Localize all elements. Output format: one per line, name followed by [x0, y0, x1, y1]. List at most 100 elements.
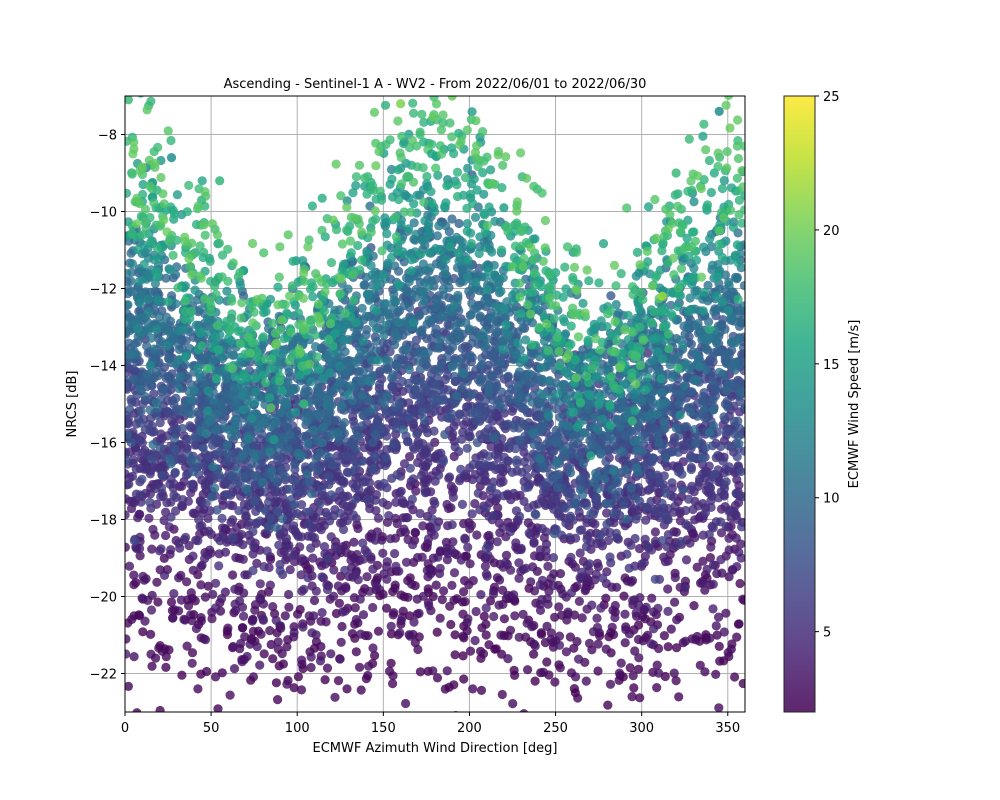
data-point	[234, 506, 244, 516]
data-point	[670, 572, 680, 583]
data-point	[156, 492, 166, 502]
data-point	[607, 622, 617, 632]
data-point	[303, 573, 313, 583]
data-point	[681, 422, 692, 432]
data-point	[552, 482, 563, 492]
data-point	[306, 662, 316, 673]
data-point	[721, 427, 732, 437]
data-point	[138, 627, 148, 637]
data-point	[179, 614, 189, 625]
data-point	[304, 477, 314, 487]
data-point	[714, 612, 724, 622]
data-point	[166, 459, 176, 469]
data-point	[527, 397, 537, 407]
data-point	[314, 448, 325, 458]
data-point	[730, 500, 741, 511]
data-point	[724, 507, 734, 517]
data-point	[538, 667, 549, 678]
data-point	[723, 402, 733, 412]
data-point	[433, 552, 443, 562]
data-point	[169, 399, 179, 409]
data-point	[671, 423, 681, 433]
data-point	[454, 446, 464, 457]
data-point	[526, 577, 536, 587]
data-point	[514, 381, 524, 391]
data-point	[714, 703, 724, 712]
data-point	[386, 629, 397, 639]
data-point	[550, 677, 560, 687]
data-point	[447, 520, 457, 530]
data-point	[293, 609, 303, 619]
data-point	[147, 544, 157, 554]
data-point	[535, 580, 545, 590]
data-point	[442, 499, 452, 510]
data-point	[710, 385, 721, 395]
data-point	[631, 493, 641, 503]
data-point	[693, 481, 704, 491]
data-point	[524, 528, 534, 538]
data-point	[368, 464, 378, 474]
data-point	[455, 476, 465, 486]
data-point	[652, 660, 662, 670]
data-point	[570, 562, 581, 572]
data-point	[416, 470, 427, 481]
data-point	[554, 640, 565, 650]
data-point	[647, 470, 657, 480]
data-point	[491, 644, 501, 654]
data-point	[630, 646, 640, 656]
data-point	[458, 631, 468, 641]
data-point	[217, 668, 227, 678]
data-point	[592, 613, 602, 623]
data-point	[152, 577, 162, 587]
data-point	[538, 421, 548, 431]
data-point	[187, 658, 197, 668]
data-point	[475, 311, 485, 321]
data-point	[191, 623, 201, 634]
data-point	[626, 483, 637, 493]
data-point	[289, 627, 299, 638]
data-point	[280, 611, 290, 621]
data-point	[457, 499, 467, 509]
data-point	[483, 381, 494, 391]
data-point	[191, 456, 201, 466]
data-point	[424, 601, 434, 611]
data-point	[521, 563, 531, 573]
data-point	[645, 484, 655, 494]
data-point	[273, 644, 283, 654]
data-point	[174, 538, 184, 548]
data-point	[447, 580, 457, 591]
data-point	[335, 654, 345, 664]
data-point	[408, 474, 418, 484]
data-point	[326, 490, 336, 500]
data-point	[158, 384, 168, 395]
data-point	[203, 581, 213, 591]
data-point	[723, 648, 733, 658]
data-point	[442, 666, 452, 676]
data-point	[282, 679, 292, 689]
data-point	[508, 699, 518, 709]
data-point	[417, 325, 427, 335]
data-point	[407, 579, 417, 589]
data-point	[660, 557, 671, 567]
data-point	[356, 629, 366, 639]
data-point	[268, 602, 278, 612]
data-point	[255, 579, 265, 589]
data-point	[573, 693, 583, 703]
data-point	[572, 581, 582, 591]
data-point	[329, 565, 339, 575]
data-point	[125, 681, 133, 691]
data-point	[411, 486, 421, 496]
data-point	[555, 511, 566, 521]
data-point	[378, 548, 388, 558]
data-point	[708, 579, 718, 589]
data-point	[432, 627, 442, 637]
data-point	[411, 384, 421, 394]
data-point	[317, 608, 327, 618]
data-point	[719, 468, 729, 478]
data-point	[382, 603, 392, 613]
data-point	[701, 344, 711, 354]
data-point	[382, 517, 393, 528]
data-point	[465, 350, 475, 360]
data-point	[693, 501, 703, 511]
data-point	[315, 498, 325, 509]
